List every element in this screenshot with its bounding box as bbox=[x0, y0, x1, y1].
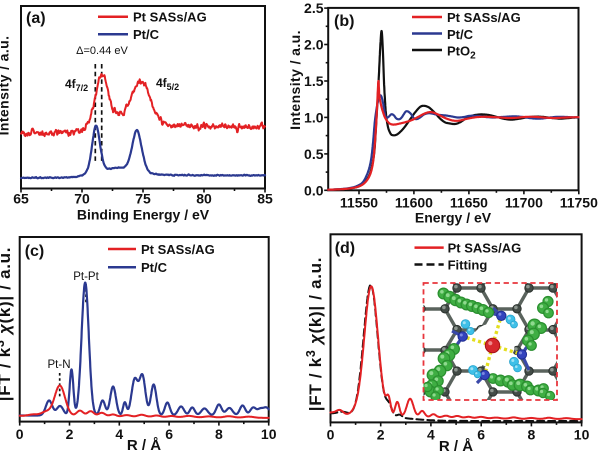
svg-text:70: 70 bbox=[74, 191, 90, 207]
svg-text:Intensity / a.u.: Intensity / a.u. bbox=[0, 36, 12, 136]
svg-text:(b): (b) bbox=[334, 13, 354, 30]
svg-text:4: 4 bbox=[427, 427, 435, 443]
svg-text:10: 10 bbox=[261, 426, 277, 442]
svg-text:8: 8 bbox=[215, 426, 223, 442]
svg-text:11600: 11600 bbox=[395, 195, 433, 211]
svg-text:Pt-N: Pt-N bbox=[48, 359, 71, 371]
svg-text:Pt/C: Pt/C bbox=[447, 27, 474, 42]
svg-text:2.5: 2.5 bbox=[304, 0, 324, 16]
svg-text:PtO2: PtO2 bbox=[447, 44, 476, 62]
svg-text:65: 65 bbox=[13, 191, 29, 207]
svg-text:0: 0 bbox=[327, 427, 335, 443]
svg-text:Binding Energy / eV: Binding Energy / eV bbox=[77, 207, 210, 223]
svg-text:10: 10 bbox=[574, 427, 590, 443]
svg-text:R / Å: R / Å bbox=[127, 437, 161, 454]
svg-text:80: 80 bbox=[196, 191, 212, 207]
svg-text:Fitting: Fitting bbox=[448, 258, 488, 273]
svg-text:(d): (d) bbox=[335, 240, 355, 257]
svg-text:Pt-Pt: Pt-Pt bbox=[73, 271, 99, 283]
svg-text:|FT / k3 χ(k)| / a.u.: |FT / k3 χ(k)| / a.u. bbox=[0, 247, 14, 401]
svg-text:(c): (c) bbox=[25, 243, 45, 260]
svg-text:0.5: 0.5 bbox=[304, 146, 324, 162]
svg-text:4: 4 bbox=[115, 426, 123, 442]
svg-text:2: 2 bbox=[66, 426, 74, 442]
svg-text:4f7/2: 4f7/2 bbox=[65, 77, 88, 93]
svg-text:1.0: 1.0 bbox=[304, 109, 324, 125]
svg-text:85: 85 bbox=[257, 191, 273, 207]
svg-text:6: 6 bbox=[477, 427, 485, 443]
svg-text:R / Å: R / Å bbox=[439, 438, 473, 454]
svg-text:11750: 11750 bbox=[560, 195, 598, 211]
svg-text:8: 8 bbox=[528, 427, 536, 443]
svg-text:4f5/2: 4f5/2 bbox=[156, 76, 179, 92]
svg-text:1.5: 1.5 bbox=[304, 73, 324, 89]
svg-text:Δ=0.44 eV: Δ=0.44 eV bbox=[76, 45, 128, 57]
svg-text:11700: 11700 bbox=[505, 195, 543, 211]
svg-text:0: 0 bbox=[16, 426, 24, 442]
svg-text:75: 75 bbox=[135, 191, 151, 207]
svg-text:11550: 11550 bbox=[340, 195, 378, 211]
svg-text:Intensity / a.u.: Intensity / a.u. bbox=[287, 30, 303, 130]
svg-text:Pt SASs/AG: Pt SASs/AG bbox=[448, 241, 522, 256]
svg-text:6: 6 bbox=[165, 426, 173, 442]
svg-text:Pt/C: Pt/C bbox=[133, 27, 160, 42]
svg-text:|FT / k3 χ(k)| / a.u.: |FT / k3 χ(k)| / a.u. bbox=[304, 257, 325, 411]
svg-text:2.0: 2.0 bbox=[304, 37, 324, 53]
svg-text:(a): (a) bbox=[26, 10, 46, 27]
svg-text:2: 2 bbox=[377, 427, 385, 443]
svg-text:Pt/C: Pt/C bbox=[141, 260, 168, 275]
svg-text:Pt SASs/AG: Pt SASs/AG bbox=[447, 10, 521, 25]
svg-text:Pt SASs/AG: Pt SASs/AG bbox=[141, 242, 215, 257]
svg-text:Pt SASs/AG: Pt SASs/AG bbox=[133, 10, 207, 25]
svg-text:11650: 11650 bbox=[450, 195, 488, 211]
svg-text:Energy / eV: Energy / eV bbox=[415, 210, 492, 226]
svg-text:0.0: 0.0 bbox=[304, 182, 324, 198]
